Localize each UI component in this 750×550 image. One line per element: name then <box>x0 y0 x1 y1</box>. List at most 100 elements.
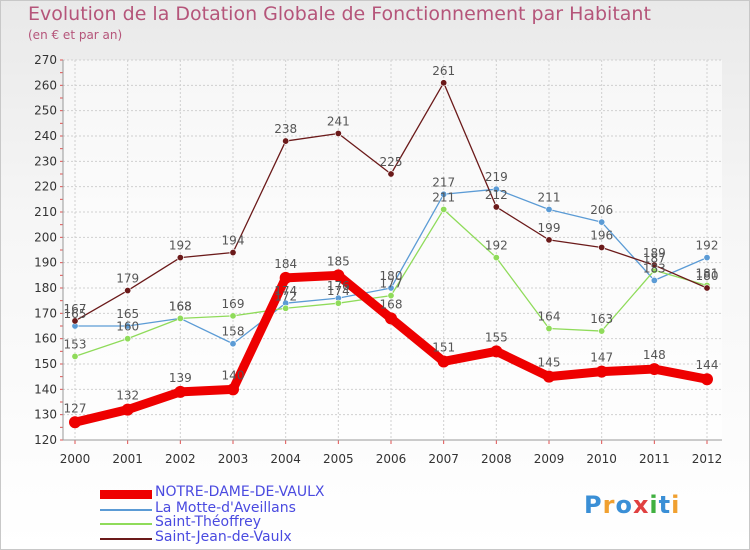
data-point <box>71 317 79 325</box>
data-label: 187 <box>643 251 666 265</box>
x-tick-label: 2006 <box>376 452 407 466</box>
chart-subtitle: (en € et par an) <box>28 28 123 42</box>
data-point <box>545 325 553 333</box>
data-point <box>492 254 500 262</box>
data-point <box>440 190 448 198</box>
y-tick-label: 200 <box>34 230 57 244</box>
data-label: 238 <box>274 122 297 136</box>
x-tick-label: 2003 <box>218 452 249 466</box>
data-point <box>334 129 342 137</box>
y-tick-label: 250 <box>34 104 57 118</box>
legend-swatch <box>100 523 152 525</box>
legend-label: Saint-Jean-de-Vaulx <box>155 529 292 545</box>
data-label: 192 <box>696 239 719 253</box>
data-point <box>282 137 290 145</box>
data-label: 147 <box>590 351 613 365</box>
y-tick-label: 210 <box>34 205 57 219</box>
data-label: 165 <box>64 307 87 321</box>
logo-letter: r <box>602 491 616 519</box>
logo-letter: P <box>584 491 603 519</box>
x-tick-label: 2012 <box>692 452 723 466</box>
x-tick-label: 2009 <box>534 452 565 466</box>
legend-label: La Motte-d'Aveillans <box>155 500 296 516</box>
legend-swatch <box>100 509 152 511</box>
data-point <box>71 352 79 360</box>
legend-item-saint-theoffrey[interactable]: Saint-Théoffrey <box>100 514 360 530</box>
legend-item-notre-dame-de-vaulx[interactable]: NOTRE-DAME-DE-VAULX <box>100 484 360 500</box>
y-tick-label: 160 <box>34 332 57 346</box>
data-label: 183 <box>643 261 666 275</box>
logo-letter: i <box>671 491 681 519</box>
data-point <box>387 284 395 292</box>
y-tick-label: 180 <box>34 281 57 295</box>
legend-swatch <box>100 538 152 540</box>
data-label: 153 <box>64 337 87 351</box>
data-label: 172 <box>274 289 297 303</box>
x-tick-label: 2001 <box>112 452 143 466</box>
data-point <box>124 322 132 330</box>
data-point <box>545 236 553 244</box>
data-label: 206 <box>590 203 613 217</box>
y-tick-label: 130 <box>34 408 57 422</box>
data-label: 139 <box>169 371 192 385</box>
legend-swatch <box>100 489 152 499</box>
data-label: 261 <box>432 64 455 78</box>
data-label: 180 <box>380 269 403 283</box>
data-label: 163 <box>590 312 613 326</box>
data-point <box>174 385 187 398</box>
data-label: 155 <box>485 330 508 344</box>
data-label: 167 <box>64 302 87 316</box>
data-label: 179 <box>116 272 139 286</box>
data-label: 192 <box>485 239 508 253</box>
data-label: 225 <box>380 155 403 169</box>
y-tick-label: 260 <box>34 78 57 92</box>
data-point <box>650 261 658 269</box>
data-point <box>229 312 237 320</box>
data-point <box>124 335 132 343</box>
y-tick-label: 120 <box>34 433 57 447</box>
x-tick-label: 2004 <box>270 452 301 466</box>
legend-item-la-motte-d-aveillans[interactable]: La Motte-d'Aveillans <box>100 500 360 516</box>
data-label: 185 <box>327 254 350 268</box>
data-point <box>598 327 606 335</box>
data-label: 140 <box>222 368 245 382</box>
legend-label: NOTRE-DAME-DE-VAULX <box>155 484 325 500</box>
y-tick-label: 140 <box>34 382 57 396</box>
data-label: 160 <box>116 320 139 334</box>
legend-item-saint-jean-de-vaulx[interactable]: Saint-Jean-de-Vaulx <box>100 529 360 545</box>
data-label: 165 <box>116 307 139 321</box>
data-label: 169 <box>222 297 245 311</box>
data-point <box>227 383 239 396</box>
data-label: 194 <box>222 234 245 248</box>
logo-letter: t <box>658 491 672 519</box>
data-point <box>229 340 237 348</box>
data-point <box>598 218 606 226</box>
data-label: 196 <box>590 228 613 242</box>
logo-letter: o <box>615 491 633 519</box>
data-point <box>545 205 553 213</box>
data-point <box>282 304 290 312</box>
x-tick-label: 2000 <box>60 452 91 466</box>
data-label: 164 <box>538 310 561 324</box>
data-point <box>334 299 342 307</box>
data-point <box>701 373 713 386</box>
data-label: 168 <box>169 299 192 313</box>
y-tick-label: 190 <box>34 256 57 270</box>
data-point <box>387 170 395 178</box>
logo-letter: x <box>632 491 650 519</box>
y-tick-label: 220 <box>34 180 57 194</box>
data-label: 211 <box>538 190 561 204</box>
data-point <box>69 416 81 429</box>
chart-title: Evolution de la Dotation Globale de Fonc… <box>28 3 651 25</box>
data-point <box>440 79 448 87</box>
data-label: 181 <box>696 266 719 280</box>
data-label: 176 <box>327 279 350 293</box>
x-tick-label: 2002 <box>165 452 196 466</box>
x-tick-label: 2011 <box>639 452 670 466</box>
data-point <box>385 312 397 325</box>
data-point <box>703 284 711 292</box>
data-point <box>124 287 132 295</box>
data-label: 168 <box>380 297 403 311</box>
y-tick-label: 230 <box>34 154 57 168</box>
data-point <box>492 185 500 193</box>
